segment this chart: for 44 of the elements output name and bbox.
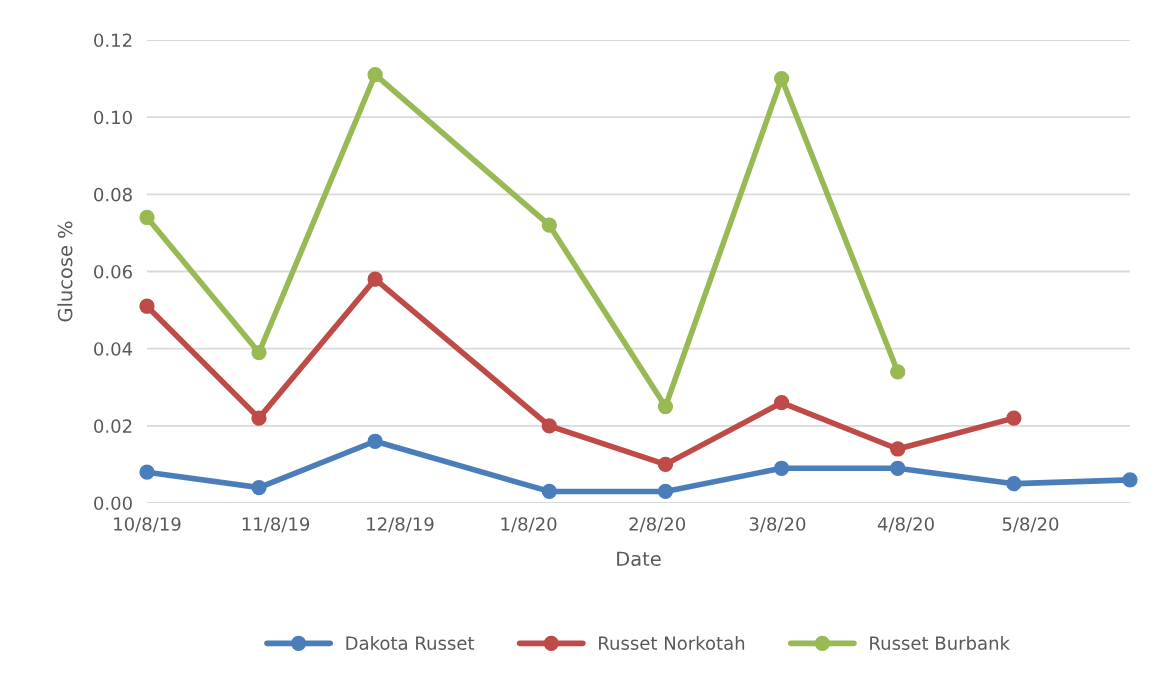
point bbox=[890, 364, 906, 380]
point bbox=[367, 271, 383, 287]
x-tick-label: 3/8/20 bbox=[749, 517, 806, 533]
y-tick-label: 0.00 bbox=[94, 496, 132, 511]
point bbox=[541, 483, 557, 500]
y-axis-title: Glucose % bbox=[57, 221, 73, 322]
point bbox=[541, 418, 557, 434]
y-tick-label: 0.02 bbox=[94, 419, 132, 433]
x-tick-label: 5/8/20 bbox=[1002, 517, 1059, 533]
point bbox=[657, 456, 674, 473]
point bbox=[251, 410, 267, 426]
point bbox=[890, 441, 906, 457]
legend-label: Dakota Russet bbox=[346, 635, 475, 650]
y-tick-label: 0.06 bbox=[94, 264, 132, 279]
y-tick-label: 0.08 bbox=[94, 187, 132, 202]
x-tick-label: 2/8/20 bbox=[629, 517, 686, 533]
point bbox=[773, 395, 790, 411]
point bbox=[773, 460, 790, 476]
x-tick-label: 11/8/19 bbox=[242, 517, 310, 533]
x-axis-title: Date bbox=[617, 551, 661, 567]
point bbox=[657, 398, 674, 415]
point bbox=[1006, 410, 1022, 426]
y-tick-label: 0.04 bbox=[94, 342, 133, 356]
legend-label: Russet Norkotah bbox=[599, 635, 745, 650]
x-tick-label: 4/8/20 bbox=[877, 517, 934, 533]
y-tick-label: 0.12 bbox=[94, 33, 132, 48]
x-tick-label: 10/8/19 bbox=[114, 517, 181, 533]
legend-label: Russet Burbank bbox=[870, 635, 1010, 650]
point bbox=[251, 479, 267, 496]
point bbox=[139, 464, 155, 480]
point bbox=[139, 209, 155, 226]
point bbox=[251, 344, 267, 361]
point bbox=[541, 217, 557, 233]
point bbox=[367, 67, 383, 83]
point bbox=[1122, 472, 1138, 488]
point bbox=[890, 460, 906, 476]
x-tick-label: 12/8/19 bbox=[367, 517, 434, 533]
point bbox=[1006, 476, 1022, 492]
point bbox=[773, 70, 790, 87]
y-tick-label: 0.10 bbox=[94, 110, 132, 125]
point bbox=[139, 298, 155, 314]
x-tick-label: 1/8/20 bbox=[501, 517, 557, 533]
point bbox=[367, 433, 383, 449]
point bbox=[657, 483, 674, 500]
